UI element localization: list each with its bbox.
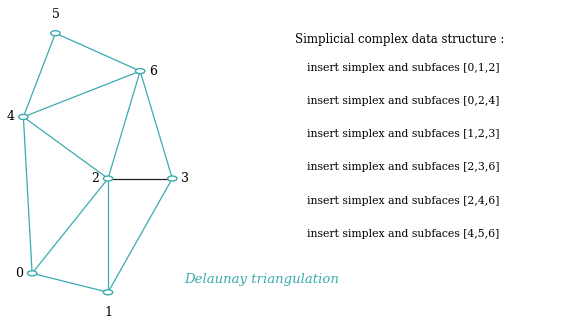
Text: 5: 5 [51, 8, 60, 21]
Text: insert simplex and subfaces [0,1,2]: insert simplex and subfaces [0,1,2] [307, 63, 499, 73]
Text: insert simplex and subfaces [4,5,6]: insert simplex and subfaces [4,5,6] [307, 229, 499, 239]
Text: Delaunay triangulation: Delaunay triangulation [184, 273, 339, 286]
Text: insert simplex and subfaces [2,4,6]: insert simplex and subfaces [2,4,6] [307, 196, 499, 206]
Text: Simplicial complex data structure :: Simplicial complex data structure : [295, 33, 505, 46]
Text: 3: 3 [181, 172, 189, 185]
Text: 6: 6 [149, 65, 157, 77]
Circle shape [168, 176, 177, 181]
Text: insert simplex and subfaces [2,3,6]: insert simplex and subfaces [2,3,6] [307, 163, 499, 172]
Text: 1: 1 [104, 306, 112, 319]
Text: 4: 4 [6, 110, 15, 124]
Text: 0: 0 [15, 267, 23, 280]
Circle shape [19, 114, 28, 119]
Text: insert simplex and subfaces [0,2,4]: insert simplex and subfaces [0,2,4] [307, 96, 499, 106]
Text: 2: 2 [91, 172, 99, 185]
Circle shape [27, 271, 37, 276]
Circle shape [135, 68, 145, 74]
Circle shape [103, 176, 113, 181]
Text: insert simplex and subfaces [1,2,3]: insert simplex and subfaces [1,2,3] [307, 129, 499, 139]
Circle shape [103, 290, 113, 295]
Circle shape [51, 31, 60, 36]
